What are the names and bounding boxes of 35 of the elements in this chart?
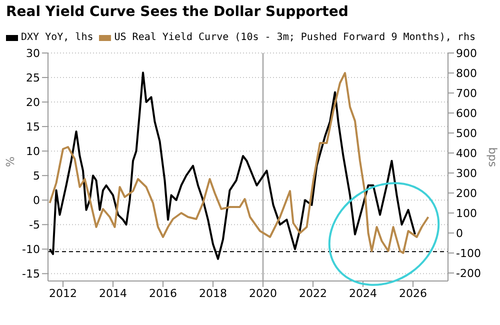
y-tick-label: 5 (33, 169, 40, 182)
y2-tick-label: 200 (456, 186, 477, 200)
y2-tick-label: 900 (456, 46, 477, 60)
y-tick-label: 15 (26, 120, 40, 134)
y-tick-label: 20 (26, 96, 40, 109)
y2-tick-label: -200 (456, 266, 481, 280)
x-tick-label: 2026 (399, 286, 427, 300)
y2-axis-title: bps (486, 147, 500, 168)
y-tick-label: 25 (26, 71, 40, 84)
y-tick-label: -15 (22, 268, 40, 281)
y-tick-label: 10 (26, 144, 40, 158)
y2-tick-label: 300 (456, 166, 477, 180)
y-tick-label: 30 (26, 46, 40, 60)
y-axis-title: % (4, 156, 17, 167)
legend-label: DXY YoY, lhs (21, 32, 94, 43)
x-tick-label: 2014 (99, 286, 127, 300)
y2-tick-label: 0 (456, 226, 463, 240)
y2-tick-label: 400 (456, 146, 477, 160)
x-tick-label: 2022 (299, 286, 327, 300)
x-tick-label: 2012 (49, 286, 77, 300)
x-tick-label: 2024 (349, 286, 377, 300)
x-tick-label: 2018 (199, 286, 227, 300)
y-tick-label: 0 (33, 194, 40, 207)
chart-title: Real Yield Curve Sees the Dollar Supported (6, 4, 348, 20)
x-tick-label: 2016 (149, 286, 177, 300)
y-tick-label: -5 (29, 218, 40, 232)
y2-tick-label: 800 (456, 66, 477, 80)
legend-label: US Real Yield Curve (10s - 3m; Pushed Forward 9 Months), rhs (114, 32, 476, 43)
y2-tick-label: 600 (456, 106, 477, 120)
y-tick-label: -10 (22, 243, 40, 256)
y2-tick-label: 700 (456, 86, 477, 100)
x-tick-label: 2020 (249, 286, 277, 300)
y2-tick-label: -100 (456, 246, 481, 260)
y2-tick-label: 500 (456, 126, 477, 140)
y2-tick-label: 100 (456, 206, 477, 220)
